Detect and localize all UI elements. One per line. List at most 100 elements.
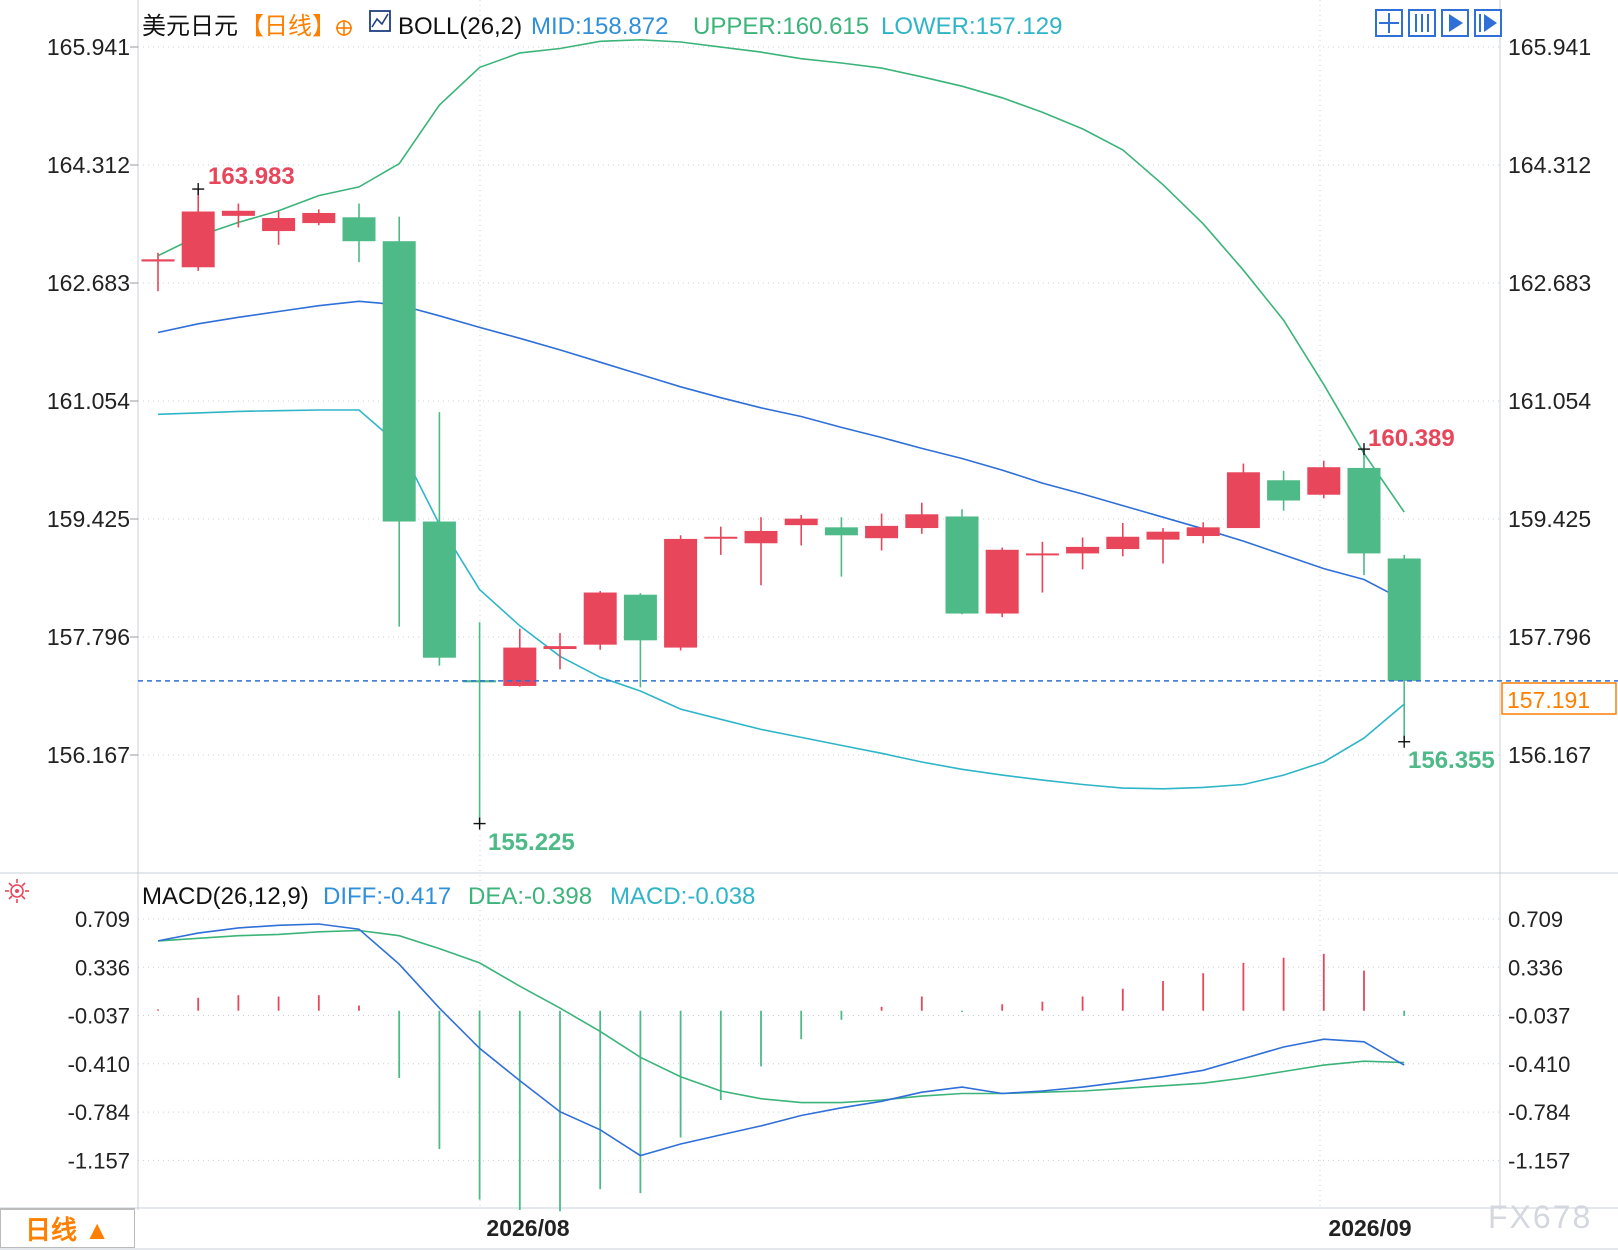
candle-body xyxy=(221,210,255,216)
candle-body xyxy=(985,549,1019,614)
candle-body xyxy=(744,530,778,544)
candle xyxy=(141,252,175,292)
macd-diff-value: DIFF:-0.417 xyxy=(323,883,451,910)
candle xyxy=(262,211,296,245)
candle-body xyxy=(1347,467,1381,554)
candle-body xyxy=(382,241,416,522)
candle-body xyxy=(905,514,939,529)
date-label-sep: 2026/09 xyxy=(1328,1215,1411,1241)
price-tick-label-right: 161.054 xyxy=(1508,388,1591,414)
candle-body xyxy=(945,516,979,614)
watermark-logo: FX678 xyxy=(1488,1199,1592,1235)
candle-body xyxy=(824,527,858,536)
crosshair-toggle-icon[interactable] xyxy=(336,20,352,36)
high-label-2: 160.389 xyxy=(1368,425,1455,452)
macd-tick-label-right: -0.037 xyxy=(1508,1004,1570,1029)
candle-body xyxy=(1186,527,1220,537)
boll-lower-line xyxy=(157,409,1405,790)
current-price-tag: 157.191 xyxy=(1501,682,1617,715)
candle xyxy=(1025,541,1059,593)
candle xyxy=(463,622,497,824)
low-marker-1 xyxy=(473,817,486,830)
candle-body xyxy=(181,211,215,268)
candle xyxy=(865,513,899,551)
boll-upper-line xyxy=(157,38,1405,513)
macd-name: MACD(26,12,9) xyxy=(142,883,309,910)
candle-body xyxy=(503,647,537,686)
candle xyxy=(382,216,416,627)
price-tick-label-right: 159.425 xyxy=(1508,506,1591,532)
candle xyxy=(1307,460,1341,499)
macd-tick-label-left: -1.157 xyxy=(68,1148,130,1173)
candle-body xyxy=(623,594,657,641)
candle xyxy=(1186,522,1220,544)
candle xyxy=(1066,537,1100,570)
macd-tick-label-left: -0.037 xyxy=(68,1004,130,1029)
low-marker-2 xyxy=(1398,735,1411,748)
macd-tick-label-left: -0.784 xyxy=(68,1100,130,1125)
boll-name: BOLL(26,2) xyxy=(398,13,522,40)
candle xyxy=(664,535,698,651)
zoom-fit-button[interactable] xyxy=(1375,9,1403,37)
candle-body xyxy=(463,680,497,683)
macd-dea-value: DEA:-0.398 xyxy=(468,883,592,910)
macd-tick-label-left: -0.410 xyxy=(68,1052,130,1077)
price-tick-label-left: 159.425 xyxy=(47,506,130,532)
candle xyxy=(1267,470,1301,511)
candle xyxy=(784,515,818,546)
candle-body xyxy=(141,259,175,262)
high-marker-2 xyxy=(1358,443,1370,456)
candle xyxy=(181,189,215,271)
low-label-2: 156.355 xyxy=(1408,747,1495,774)
dea-line xyxy=(157,929,1405,1104)
candle-body xyxy=(1066,546,1100,554)
macd-tick-label-right: 0.336 xyxy=(1508,955,1563,980)
candle xyxy=(342,203,376,263)
indicator-settings-icon[interactable] xyxy=(369,10,391,32)
candle-body xyxy=(302,212,336,224)
candle-body xyxy=(583,592,617,645)
play-button[interactable] xyxy=(1441,9,1469,37)
macd-panel xyxy=(157,923,1406,1212)
grid-layer: 165.941 165.941 164.312 164.312 162.683 162.6… xyxy=(47,0,1591,1208)
macd-tick-label-left: 0.709 xyxy=(75,907,130,932)
candle xyxy=(985,547,1019,618)
forward-button[interactable] xyxy=(1474,9,1502,37)
candle-body xyxy=(1267,480,1301,501)
candle-body xyxy=(1307,467,1341,495)
boll-mid-line xyxy=(157,300,1405,602)
candle-body xyxy=(1226,472,1260,529)
candle xyxy=(945,509,979,615)
zoom-in-button[interactable] xyxy=(1408,9,1436,37)
price-tick-label-right: 157.796 xyxy=(1508,624,1591,650)
price-tick-label-left: 164.312 xyxy=(47,152,130,178)
high-label-1: 163.983 xyxy=(208,163,295,190)
candle xyxy=(1106,522,1140,557)
candle xyxy=(1226,463,1260,529)
price-tick-label-right: 164.312 xyxy=(1508,152,1591,178)
price-tick-label-left: 157.796 xyxy=(47,624,130,650)
price-tick-label-left: 156.167 xyxy=(47,742,130,768)
boll-lower-value: LOWER:157.129 xyxy=(881,13,1062,40)
candle-body xyxy=(704,536,738,539)
candle-body xyxy=(543,646,577,650)
candle-body xyxy=(1146,531,1180,540)
macd-settings-icon[interactable] xyxy=(5,879,29,903)
macd-macd-value: MACD:-0.038 xyxy=(610,883,755,910)
price-tick-label-right: 156.167 xyxy=(1508,742,1591,768)
candle-body xyxy=(664,538,698,648)
candle-body xyxy=(342,217,376,242)
price-tick-label-right: 165.941 xyxy=(1508,34,1591,60)
macd-tick-label-right: 0.709 xyxy=(1508,907,1563,932)
candle xyxy=(503,628,537,687)
symbol-title: 美元日元 xyxy=(142,13,238,40)
candle xyxy=(1347,449,1381,576)
candle-body xyxy=(1387,558,1421,681)
candle xyxy=(583,591,617,650)
candle-body xyxy=(1025,553,1059,556)
high-marker-1 xyxy=(192,183,205,196)
candle xyxy=(302,209,336,226)
macd-tick-label-right: -1.157 xyxy=(1508,1148,1570,1173)
period-selector-tab[interactable]: 日线 ▲ xyxy=(0,1208,135,1248)
